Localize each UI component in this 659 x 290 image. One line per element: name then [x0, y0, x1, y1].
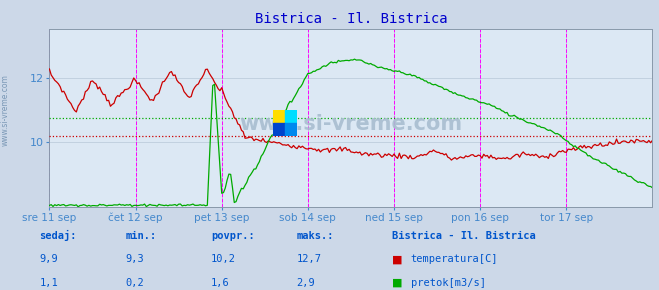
Text: 0,2: 0,2: [125, 278, 144, 288]
Bar: [285, 110, 297, 123]
Bar: [273, 110, 285, 123]
Bar: [273, 123, 285, 136]
Text: 2,9: 2,9: [297, 278, 315, 288]
Text: min.:: min.:: [125, 231, 156, 241]
Text: 1,1: 1,1: [40, 278, 58, 288]
Text: www.si-vreme.com: www.si-vreme.com: [239, 113, 463, 133]
Text: 12,7: 12,7: [297, 254, 322, 264]
Text: ■: ■: [392, 254, 403, 264]
Text: 9,9: 9,9: [40, 254, 58, 264]
Text: 9,3: 9,3: [125, 254, 144, 264]
Text: maks.:: maks.:: [297, 231, 334, 241]
Text: www.si-vreme.com: www.si-vreme.com: [1, 74, 10, 146]
Text: Bistrica - Il. Bistrica: Bistrica - Il. Bistrica: [392, 231, 536, 241]
Text: ■: ■: [392, 278, 403, 288]
Text: sedaj:: sedaj:: [40, 230, 77, 241]
Text: 10,2: 10,2: [211, 254, 236, 264]
Title: Bistrica - Il. Bistrica: Bistrica - Il. Bistrica: [254, 12, 447, 26]
Text: povpr.:: povpr.:: [211, 231, 254, 241]
Text: 1,6: 1,6: [211, 278, 229, 288]
Text: pretok[m3/s]: pretok[m3/s]: [411, 278, 486, 288]
Bar: [285, 123, 297, 136]
Text: temperatura[C]: temperatura[C]: [411, 254, 498, 264]
